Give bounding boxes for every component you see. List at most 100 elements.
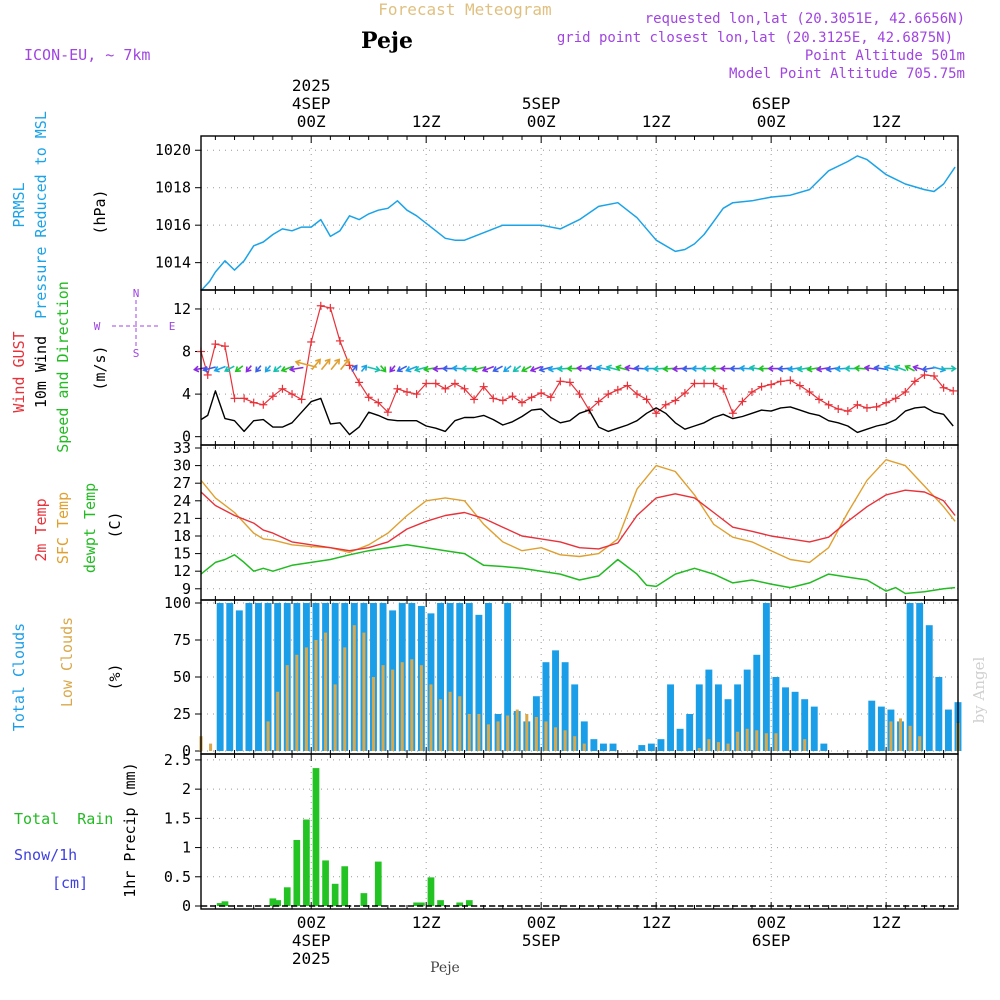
- gust-marker: [709, 379, 718, 388]
- panel-precip-axes: 0 0.5 1 1.5 2 2.5: [164, 751, 958, 915]
- wind-arrow-head: [671, 365, 678, 373]
- wind-arrow-head: [825, 365, 832, 373]
- wind-arrow-shaft: [905, 365, 915, 372]
- wind-arrow: [615, 364, 629, 372]
- wind-arrow-head: [921, 365, 928, 373]
- total-cloud-bar: [705, 669, 713, 751]
- low-cloud-bar: [209, 743, 213, 751]
- low-cloud-bar: [803, 739, 807, 751]
- gust-marker: [623, 381, 632, 390]
- top-time-label: 6SEP: [752, 94, 791, 113]
- y-tick-label: 100: [164, 594, 191, 612]
- wind-arrow-head: [223, 366, 231, 373]
- total-cloud-bar: [235, 610, 243, 751]
- wind-arrow-head: [575, 364, 583, 372]
- gust-marker: [786, 376, 795, 385]
- total-cloud-bar: [743, 669, 751, 751]
- top-time-label: 00Z: [527, 112, 556, 131]
- wind-arrow-head: [642, 365, 649, 373]
- gust-marker: [824, 400, 833, 409]
- wind-arrow-head: [451, 364, 458, 372]
- low-cloud-bar: [429, 684, 433, 751]
- wind-arrow-head: [547, 365, 554, 373]
- low-cloud-bar: [716, 742, 720, 751]
- low-cloud-bar: [525, 714, 529, 751]
- gust-marker: [642, 395, 651, 404]
- wind-arrow: [288, 365, 304, 373]
- gust-marker: [335, 336, 344, 345]
- wind-arrow-head: [413, 365, 421, 373]
- wind-arrow: [595, 364, 610, 372]
- precip-bar: [274, 900, 282, 906]
- low-cloud-bar: [736, 731, 740, 751]
- total-rain-label: Total Rain: [14, 810, 113, 828]
- wind-arrow-head: [710, 365, 717, 373]
- gust-marker: [767, 380, 776, 389]
- gust-marker: [738, 397, 747, 406]
- total-cloud-bar: [475, 614, 483, 751]
- wind-arrow-head: [729, 365, 736, 373]
- wind-arrow-head: [605, 364, 612, 372]
- wind-panel-labels: Wind GUST 10m Wind Speed and Direction (…: [10, 281, 175, 453]
- precip-bar: [221, 901, 229, 906]
- y-tick-label: 2: [182, 780, 191, 798]
- gust-marker: [815, 395, 824, 404]
- gust-marker: [613, 385, 622, 394]
- total-cloud-bar: [868, 700, 876, 751]
- sfc-temp-line: [200, 459, 956, 564]
- wind-arrow: [294, 359, 317, 369]
- low-cloud-bar: [391, 669, 395, 751]
- low-cloud-bar: [448, 691, 452, 751]
- gust-marker: [211, 340, 220, 349]
- precip-bar: [322, 860, 329, 906]
- low-cloud-bar: [314, 640, 318, 751]
- wind-arrow: [202, 365, 216, 373]
- low-cloud-bar: [439, 699, 443, 751]
- wind-arrow: [340, 358, 350, 371]
- wind-arrow: [503, 365, 512, 373]
- precip-bar: [360, 893, 368, 906]
- low-cloud-bar: [774, 733, 778, 751]
- low-cloud-bar: [506, 715, 510, 751]
- wind-arrow-head: [193, 365, 200, 373]
- y-tick-label: 25: [173, 705, 191, 723]
- gust-marker: [949, 386, 958, 395]
- gust-marker: [594, 397, 603, 406]
- wind-arrow-head: [492, 366, 499, 373]
- wind-arrow-shaft: [530, 365, 543, 372]
- precip-bar: [293, 839, 301, 906]
- total-cloud-bar: [724, 699, 732, 751]
- pressure-panel-labels: PRMSL Pressure Reduced to MSL (hPa): [10, 111, 109, 319]
- wind-arrow-head: [264, 366, 271, 373]
- gust-marker: [278, 384, 287, 393]
- precip-bar: [456, 902, 464, 906]
- wind-arrow-head: [585, 364, 593, 372]
- total-cloud-bar: [810, 706, 818, 751]
- total-cloud-bar: [791, 691, 799, 751]
- y-tick-label: 9: [182, 580, 191, 598]
- gust-marker: [249, 398, 258, 407]
- y-tick-label: 12: [173, 300, 191, 318]
- gust-marker: [939, 383, 948, 392]
- wind-arrow-head: [566, 365, 573, 373]
- bottom-time-label: 12Z: [872, 913, 901, 932]
- precip-unit: 1hr Precip (mm): [121, 762, 139, 897]
- wind-arrow-shaft: [874, 366, 889, 371]
- wind-arrow: [245, 365, 252, 373]
- pressure-label-1: PRMSL: [10, 182, 28, 227]
- clouds-unit: (%): [106, 663, 124, 690]
- y-tick-label: 1018: [155, 179, 191, 197]
- wind-arrow-shaft: [539, 366, 553, 371]
- gust-marker: [498, 396, 507, 405]
- total-cloud-bar: [264, 603, 272, 751]
- wind-arrow-shaft: [616, 366, 629, 371]
- total-cloud-bar: [906, 603, 914, 751]
- wind-arrow-head: [662, 365, 669, 373]
- y-tick-label: 4: [182, 385, 191, 403]
- total-cloud-bar: [801, 699, 809, 751]
- low-cloud-bar: [410, 659, 414, 751]
- wind-arrow-shaft: [513, 365, 522, 372]
- gust-marker: [700, 379, 709, 388]
